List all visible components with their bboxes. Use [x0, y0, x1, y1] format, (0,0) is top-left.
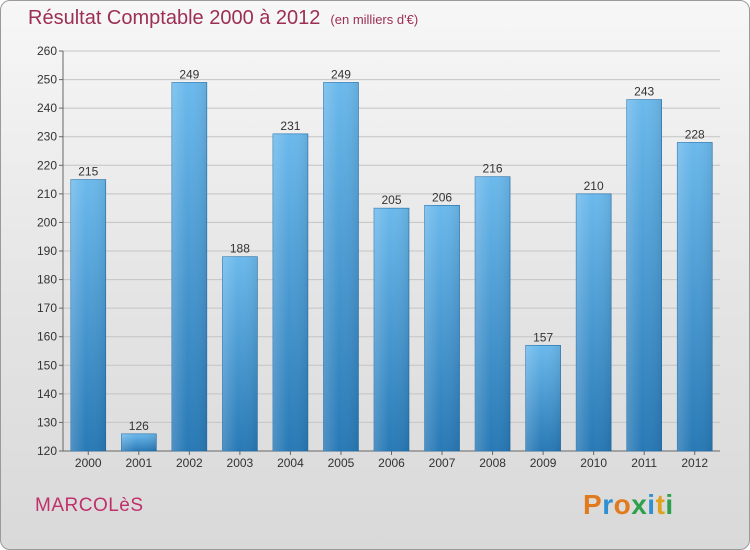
x-tick-label: 2010: [580, 456, 607, 470]
x-tick-label: 2011: [631, 456, 657, 470]
bar-sheen: [475, 176, 511, 451]
data-label: 228: [685, 127, 705, 141]
logo-letter: o: [613, 489, 632, 520]
chart-title: Résultat Comptable 2000 à 2012: [28, 7, 321, 29]
logo-letter: i: [665, 489, 674, 520]
y-tick-label: 200: [37, 215, 57, 229]
bar-sheen: [525, 345, 561, 451]
data-label: 215: [78, 165, 98, 179]
bar-sheen: [121, 433, 157, 451]
y-tick-label: 140: [37, 387, 57, 401]
label-layer: 215 126 249 188 231 249 205 206 216 157 210 243 228: [78, 67, 705, 432]
bar-sheen: [424, 205, 460, 451]
x-tick-label: 2012: [681, 456, 708, 470]
data-label: 210: [584, 179, 604, 193]
bar-sheen: [171, 82, 207, 451]
logo-letter: t: [655, 489, 666, 520]
x-tick-label: 2006: [378, 456, 405, 470]
y-tick-label: 240: [37, 101, 57, 115]
y-tick-label: 250: [37, 73, 57, 87]
bar-sheen: [626, 99, 662, 452]
data-label: 231: [280, 119, 300, 133]
commune-name: MARCOLèS: [35, 495, 144, 516]
logo-letter: i: [647, 489, 656, 520]
y-tick-label: 130: [37, 415, 57, 429]
logo-letter: x: [631, 489, 648, 520]
y-tick-label: 220: [37, 158, 57, 172]
x-tick-label: 2002: [176, 456, 203, 470]
bar-sheen: [222, 256, 258, 451]
data-label: 206: [432, 190, 452, 204]
bar-sheen: [677, 142, 713, 451]
logo-letter: P: [583, 489, 603, 520]
bar-sheen: [323, 82, 359, 451]
bar-sheen: [70, 179, 106, 452]
data-label: 243: [634, 85, 654, 99]
x-tick-label: 2003: [227, 456, 254, 470]
proxiti-logo: Proxiti: [583, 489, 674, 521]
y-tick-label: 120: [37, 444, 57, 458]
data-label: 205: [381, 193, 401, 207]
y-tick-label: 230: [37, 130, 57, 144]
x-tick-label: 2008: [479, 456, 506, 470]
data-label: 249: [331, 67, 351, 81]
x-tick-label: 2000: [75, 456, 102, 470]
bar-layer: [70, 82, 713, 452]
title-block: Résultat Comptable 2000 à 2012 (en millie…: [28, 7, 418, 30]
x-tick-label: 2007: [429, 456, 456, 470]
bar-sheen: [374, 208, 409, 451]
logo-letter: r: [602, 489, 614, 520]
y-tick-label: 210: [37, 187, 57, 201]
data-label: 216: [483, 162, 503, 176]
y-tick-label: 160: [37, 330, 57, 344]
data-label: 249: [179, 67, 199, 81]
data-label: 126: [129, 419, 149, 433]
chart-subtitle: (en milliers d'€): [330, 12, 419, 27]
x-tick-label: 2004: [277, 456, 304, 470]
y-tick-label: 180: [37, 273, 57, 287]
y-tick-label: 190: [37, 244, 57, 258]
x-tick-label: 2009: [530, 456, 557, 470]
y-tick-label: 150: [37, 358, 57, 372]
y-tick-label: 170: [37, 301, 57, 315]
x-tick-label: 2005: [328, 456, 355, 470]
bar-sheen: [576, 193, 612, 451]
y-tick-label: 260: [37, 44, 57, 58]
data-label: 157: [533, 330, 553, 344]
bar-sheen: [272, 133, 308, 451]
x-tick-label: 2001: [125, 456, 152, 470]
data-label: 188: [230, 242, 250, 256]
